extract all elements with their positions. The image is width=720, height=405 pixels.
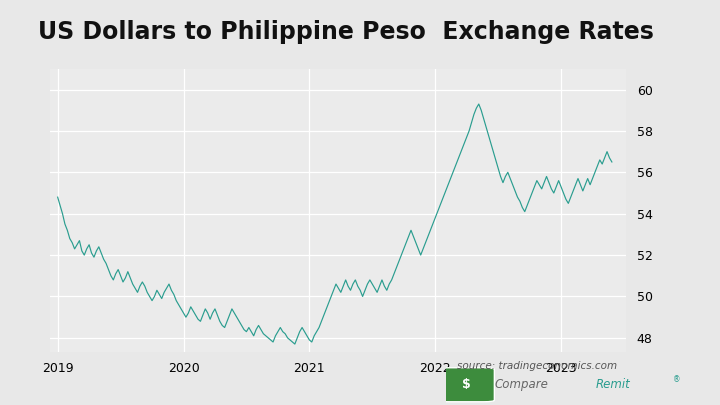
Text: US Dollars to Philippine Peso  Exchange Rates: US Dollars to Philippine Peso Exchange R… [37,20,654,44]
Text: $: $ [462,378,471,391]
Text: source: tradingeconomics.com: source: tradingeconomics.com [457,360,617,371]
Text: Remit: Remit [595,378,630,391]
FancyBboxPatch shape [438,368,495,402]
Text: ®: ® [672,375,680,384]
Text: Compare: Compare [495,378,548,391]
